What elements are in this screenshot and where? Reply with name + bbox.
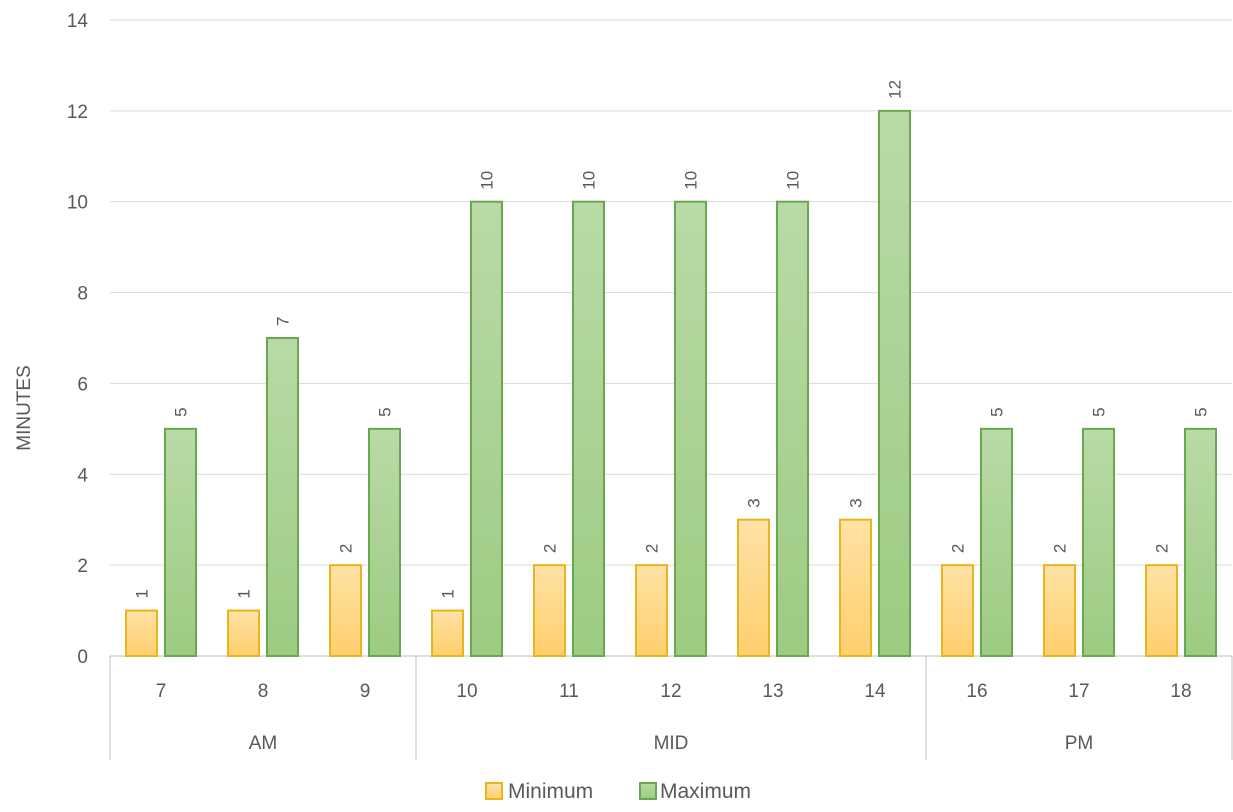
bar-maximum (1184, 427, 1217, 657)
group-label: AM (249, 733, 278, 754)
bar-minimum (125, 609, 158, 657)
data-label: 5 (1090, 407, 1109, 416)
data-label: 2 (643, 544, 662, 553)
y-tick-label: 0 (77, 647, 88, 668)
y-tick-label: 6 (77, 374, 88, 395)
legend-swatch-maximum (639, 782, 657, 800)
group-label: PM (1065, 733, 1094, 754)
data-label: 12 (886, 80, 905, 99)
x-tick-label: 16 (966, 681, 987, 702)
x-tick-label: 10 (456, 681, 477, 702)
data-label: 2 (1051, 544, 1070, 553)
bar-maximum (878, 109, 911, 658)
y-tick-label: 12 (67, 102, 88, 123)
legend-swatch-minimum (485, 782, 503, 800)
data-label: 2 (1153, 544, 1172, 553)
data-label: 10 (580, 171, 599, 190)
bar-minimum (839, 518, 872, 658)
bar-maximum (776, 200, 809, 657)
bar-maximum (266, 337, 299, 657)
y-tick-label: 10 (67, 193, 88, 214)
data-label: 2 (541, 544, 560, 553)
x-tick-label: 14 (864, 681, 886, 702)
data-label: 10 (682, 171, 701, 190)
data-label: 5 (376, 407, 395, 416)
y-tick-label: 4 (77, 465, 88, 486)
data-label: 5 (1192, 407, 1211, 416)
data-label: 1 (439, 589, 458, 598)
data-label: 1 (133, 589, 152, 598)
data-label: 3 (847, 498, 866, 507)
bar-maximum (572, 200, 605, 657)
bar-minimum (737, 518, 770, 658)
legend-label-minimum: Minimum (508, 780, 593, 803)
data-label: 1 (235, 589, 254, 598)
bar-minimum (227, 609, 260, 657)
y-tick-label: 2 (77, 556, 88, 577)
data-label: 10 (478, 171, 497, 190)
bar-maximum (470, 200, 503, 657)
bar-minimum (533, 564, 566, 658)
bar-minimum (1043, 564, 1076, 658)
data-label: 3 (745, 498, 764, 507)
bars (125, 109, 1217, 658)
bar-maximum (164, 427, 197, 657)
bar-minimum (329, 564, 362, 658)
bar-minimum (1145, 564, 1178, 658)
data-label: 7 (274, 317, 293, 326)
x-tick-label: 9 (360, 681, 371, 702)
data-label: 5 (172, 407, 191, 416)
legend: Minimum Maximum (485, 780, 751, 803)
bar-minimum (431, 609, 464, 657)
bar-maximum (980, 427, 1013, 657)
x-tick-label: 11 (559, 681, 579, 702)
x-tick-label: 12 (660, 681, 681, 702)
bar-minimum (635, 564, 668, 658)
x-tick-label: 8 (258, 681, 269, 702)
bar-maximum (674, 200, 707, 657)
data-label: 2 (949, 544, 968, 553)
bar-maximum (368, 427, 401, 657)
data-label: 5 (988, 407, 1007, 416)
x-tick-label: 18 (1170, 681, 1191, 702)
x-tick-label: 13 (762, 681, 783, 702)
x-tick-label: 7 (156, 681, 167, 702)
x-tick-label: 17 (1068, 681, 1089, 702)
group-label: MID (654, 733, 689, 754)
bar-maximum (1082, 427, 1115, 657)
bar-minimum (941, 564, 974, 658)
y-axis-title: MINUTES (14, 365, 35, 451)
data-label: 10 (784, 171, 803, 190)
data-label: 2 (337, 544, 356, 553)
y-tick-label: 14 (67, 11, 89, 32)
y-tick-label: 8 (77, 284, 88, 305)
legend-label-maximum: Maximum (660, 780, 751, 803)
